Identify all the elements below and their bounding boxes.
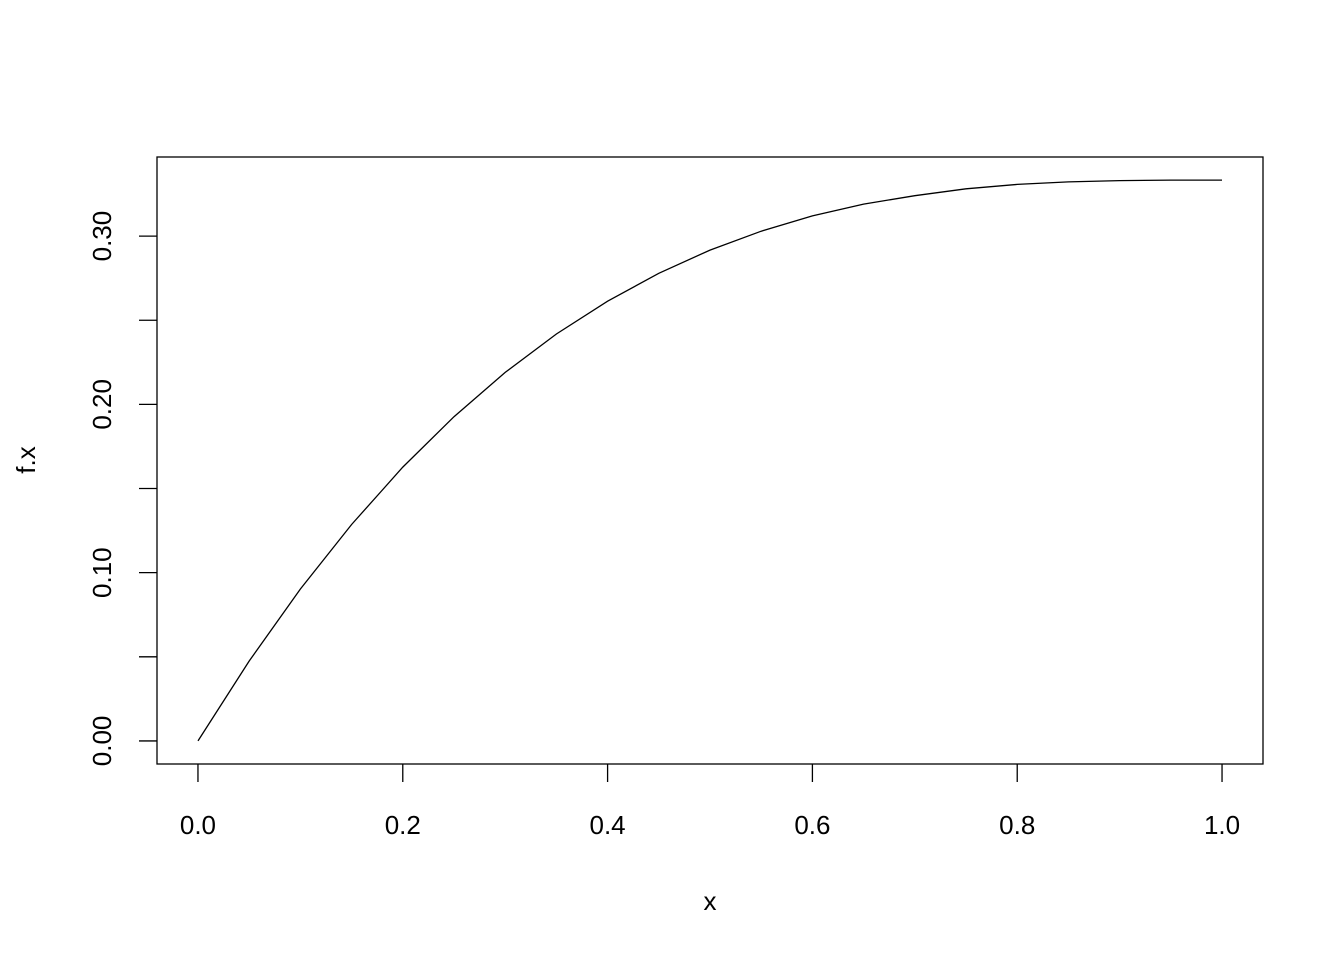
x-tick-label: 0.4	[590, 810, 626, 840]
x-tick-label: 1.0	[1204, 810, 1240, 840]
x-tick-label: 0.0	[180, 810, 216, 840]
x-axis-label: x	[704, 886, 717, 916]
plot-box	[156, 156, 1264, 765]
x-tick-label: 0.6	[794, 810, 830, 840]
y-tick-label: 0.00	[87, 716, 117, 767]
x-tick-label: 0.2	[385, 810, 421, 840]
y-tick-label: 0.10	[87, 547, 117, 598]
y-tick-label: 0.30	[87, 211, 117, 262]
x-tick-label: 0.8	[999, 810, 1035, 840]
y-axis-label: f.x	[11, 446, 41, 473]
y-tick-label: 0.20	[87, 379, 117, 430]
series-line	[197, 179, 1222, 742]
